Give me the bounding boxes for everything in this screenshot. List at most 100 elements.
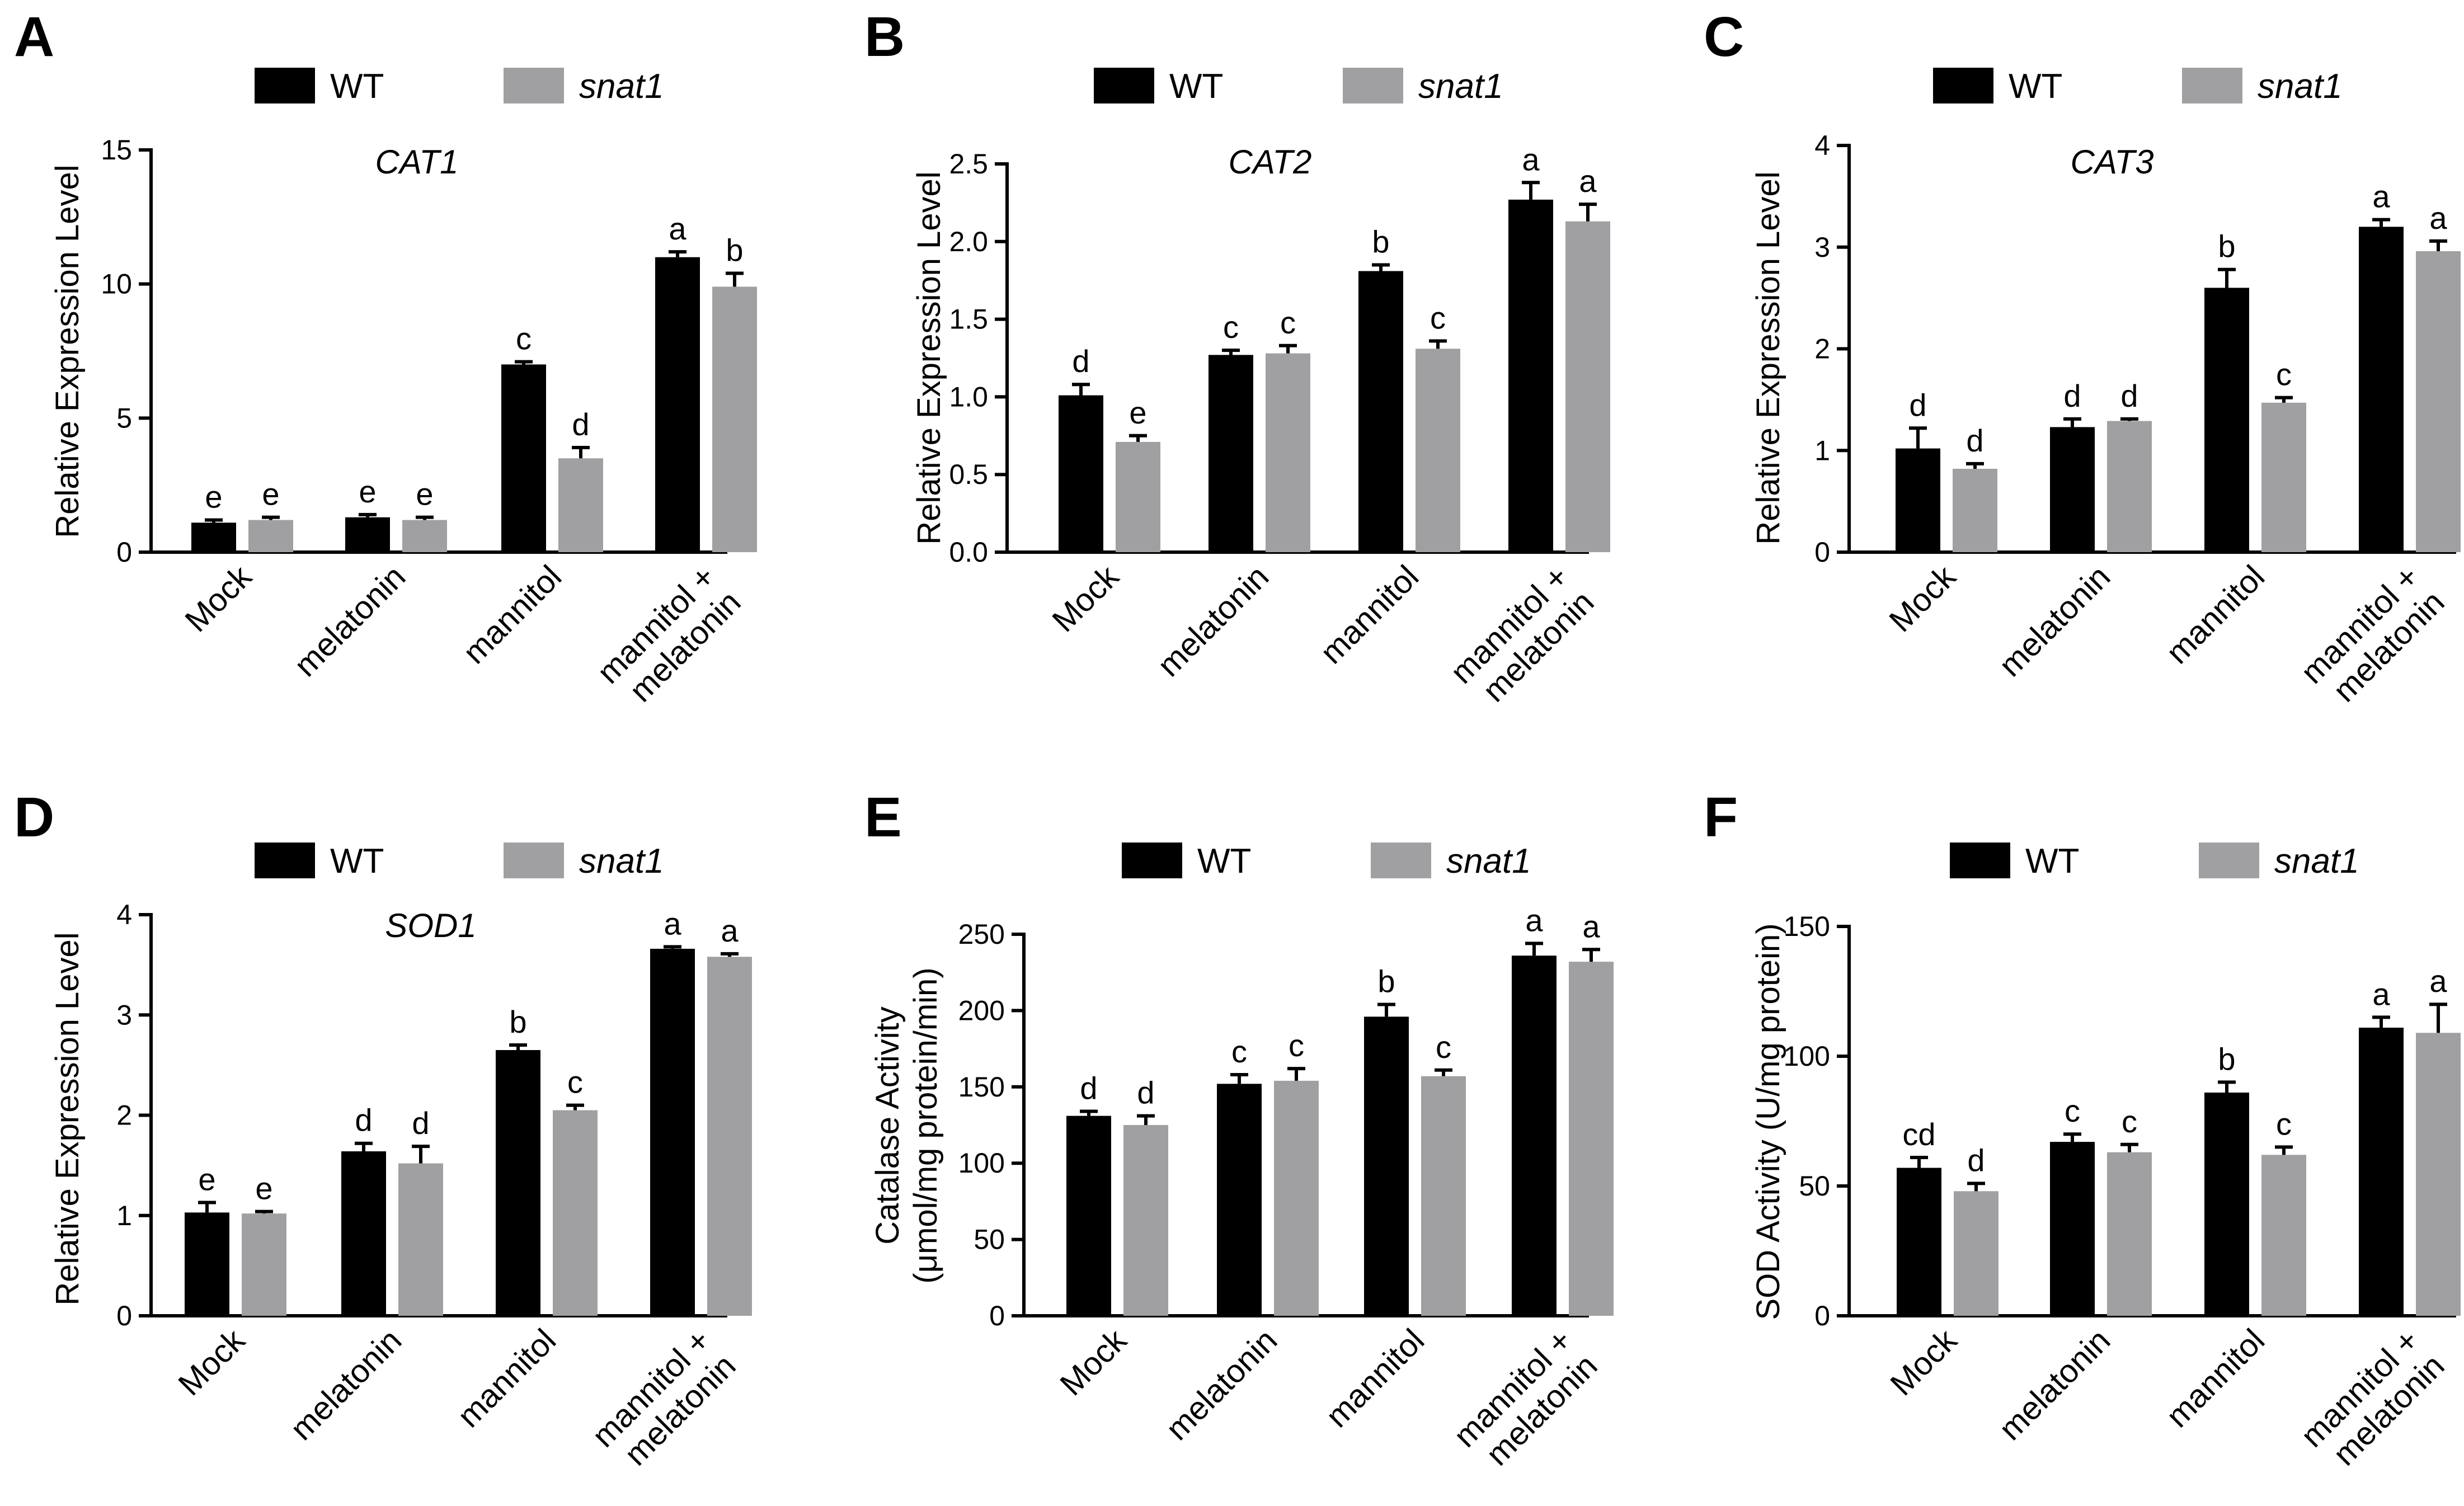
chart-panel-d: D WT snat1 SOD1 Relative Expression Level 0 1 2…	[14, 786, 752, 1472]
panel-letter: E	[864, 786, 902, 849]
x-category-label: Mock	[178, 558, 259, 639]
bar-snat1-0	[1123, 1125, 1168, 1316]
y-tick-label: 10	[101, 269, 132, 300]
bar-snat1-1	[1266, 353, 1310, 552]
legend-label-mutant: snat1	[1418, 67, 1503, 106]
significance-label: c	[1231, 1034, 1247, 1069]
significance-label: d	[1137, 1075, 1154, 1110]
panel-letter: A	[14, 6, 54, 68]
bar-wt-2	[1358, 271, 1403, 552]
bar-snat1-0	[248, 520, 293, 552]
y-axis-label: (μmol/mg protein/min)	[907, 967, 944, 1283]
bar-snat1-2	[1416, 349, 1460, 552]
chart-panel-c: C WT snat1 CAT3 Relative Expression Level 0 1 2…	[1704, 6, 2461, 716]
y-axis-label: Relative Expression Level	[49, 164, 86, 538]
significance-label: d	[1072, 343, 1089, 379]
x-category-label: mannitol	[2159, 558, 2272, 671]
significance-label: c	[1289, 1028, 1304, 1063]
legend-swatch-wt	[1122, 843, 1182, 878]
x-category-label: melatonin	[1992, 1322, 2117, 1447]
y-tick-label: 5	[116, 402, 132, 434]
bar-wt-3	[650, 948, 695, 1316]
significance-label: a	[2372, 179, 2390, 214]
significance-label: d	[572, 407, 589, 442]
legend-swatch-wt	[1933, 68, 1993, 103]
significance-label: d	[1966, 423, 1983, 458]
bar-snat1-2	[2261, 402, 2306, 552]
significance-label: e	[1129, 395, 1146, 430]
panel-letter: C	[1704, 6, 1744, 68]
bar-wt-1	[341, 1151, 386, 1316]
legend-swatch-wt	[1950, 843, 2010, 878]
x-category-label: Mock	[1882, 558, 1963, 639]
y-tick-label: 4	[116, 899, 132, 930]
legend-swatch-mutant	[504, 843, 564, 878]
legend-swatch-wt	[1094, 68, 1154, 103]
legend-label-wt: WT	[330, 842, 384, 881]
y-tick-label: 2	[116, 1100, 132, 1131]
significance-label: d	[1909, 387, 1926, 422]
y-tick-label: 0	[116, 1300, 132, 1331]
significance-label: a	[721, 913, 739, 948]
chart-title: SOD1	[385, 907, 476, 944]
bar-wt-1	[2050, 427, 2095, 552]
y-tick-label: 200	[958, 995, 1005, 1026]
x-category-label: Mock	[1883, 1322, 1964, 1403]
y-tick-label: 2	[1814, 333, 1830, 365]
y-tick-label: 2.0	[949, 226, 988, 257]
chart-panel-b: B WT snat1 CAT2 Relative Expression Level0.0…	[864, 6, 1610, 709]
y-tick-label: 50	[974, 1224, 1005, 1255]
significance-label: b	[1377, 963, 1395, 999]
panel-letter: D	[14, 786, 54, 849]
bar-wt-2	[2204, 288, 2249, 552]
significance-label: b	[726, 232, 743, 267]
y-tick-label: 1.5	[949, 304, 988, 335]
bar-snat1-3	[1565, 221, 1610, 552]
bar-wt-3	[1512, 956, 1557, 1316]
significance-label: d	[2063, 378, 2081, 413]
legend-label-wt: WT	[330, 67, 384, 106]
bar-snat1-0	[1954, 1191, 1999, 1316]
x-category-label: mannitol +melatonin	[1447, 1322, 1605, 1480]
x-category-label: mannitol +melatonin	[2294, 1322, 2452, 1480]
panel-letter: F	[1704, 786, 1738, 849]
chart-panel-f: F WT snat1 SOD Activity (U/mg protein) 0 50 10…	[1704, 786, 2461, 1480]
significance-label: d	[2120, 378, 2138, 413]
x-category-label: mannitol +melatonin	[2294, 558, 2452, 716]
bar-wt-0	[1896, 448, 1940, 552]
bar-wt-2	[1364, 1016, 1409, 1316]
legend-label-mutant: snat1	[1446, 842, 1531, 881]
x-category-label: melatonin	[1992, 558, 2117, 684]
bar-snat1-3	[1569, 962, 1614, 1316]
y-tick-label: 15	[101, 134, 132, 166]
significance-label: a	[1525, 902, 1543, 938]
significance-label: b	[2218, 1041, 2235, 1076]
significance-label: e	[198, 1161, 215, 1197]
bar-wt-3	[2359, 1027, 2404, 1316]
significance-label: a	[669, 211, 686, 246]
panel-letter: B	[864, 6, 905, 68]
x-category-label: mannitol +melatonin	[590, 558, 748, 716]
bar-wt-1	[345, 517, 390, 552]
bar-wt-1	[2050, 1142, 2095, 1316]
legend-label-mutant: snat1	[579, 67, 664, 106]
significance-label: c	[1223, 309, 1239, 345]
bar-wt-2	[2204, 1092, 2249, 1316]
y-tick-label: 4	[1814, 130, 1830, 161]
chart-title: CAT2	[1229, 143, 1312, 181]
significance-label: a	[1582, 909, 1600, 944]
bar-wt-3	[2359, 227, 2404, 552]
bar-snat1-1	[2107, 421, 2152, 552]
x-category-label: mannitol	[450, 1322, 563, 1434]
y-tick-label: 0	[989, 1300, 1005, 1331]
significance-label: e	[416, 477, 433, 512]
significance-label: e	[262, 477, 279, 512]
significance-label: d	[1967, 1142, 1985, 1178]
chart-title: CAT3	[2071, 143, 2154, 181]
x-category-label: melatonin	[1150, 558, 1276, 684]
x-category-label: mannitol	[2159, 1322, 2272, 1434]
y-axis-label: Catalase Activity	[869, 1006, 906, 1245]
y-axis-label: Relative Expression Level	[1750, 171, 1786, 544]
bar-snat1-1	[398, 1163, 443, 1316]
